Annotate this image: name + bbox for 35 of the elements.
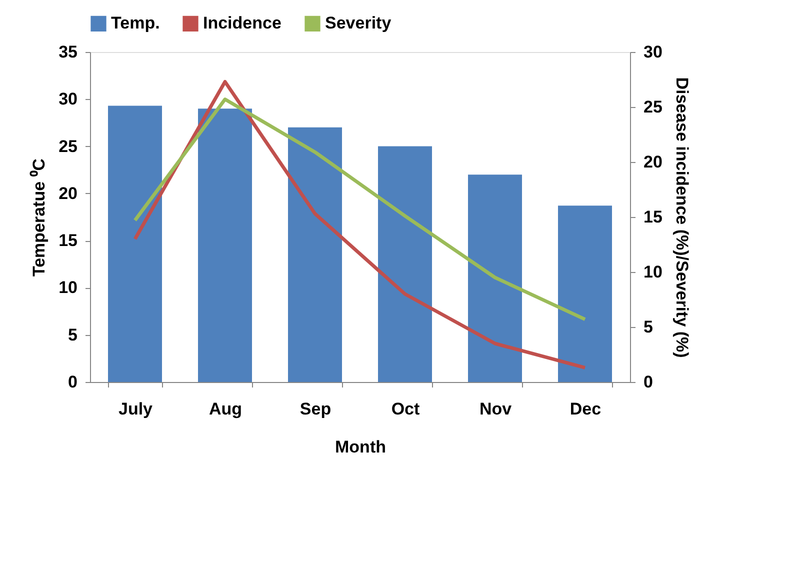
x-axis-title: Month xyxy=(335,438,386,456)
bar xyxy=(288,127,342,382)
bar xyxy=(378,146,432,382)
y-axis-title: Temperatue ⁰C xyxy=(30,158,49,277)
y-tick-label: 15 xyxy=(58,231,78,250)
y-tick-label: 20 xyxy=(58,184,78,203)
bar xyxy=(198,108,252,382)
y-tick-label: 10 xyxy=(58,278,78,298)
bar xyxy=(558,206,612,382)
x-tick-label: Sep xyxy=(300,400,332,418)
x-tick-label: July xyxy=(118,400,154,418)
y-tick-label: 35 xyxy=(58,42,78,62)
y-tick-label: 5 xyxy=(68,325,78,344)
bar xyxy=(468,174,522,382)
bar xyxy=(108,106,162,382)
y2-tick-label: 10 xyxy=(644,262,662,282)
legend-label: Incidence xyxy=(203,14,282,33)
y-tick-label: 30 xyxy=(58,90,78,109)
y2-tick-label: 15 xyxy=(644,208,662,226)
line-series xyxy=(133,80,587,370)
y-tick-label: 25 xyxy=(58,136,78,156)
y2-tick-label: 25 xyxy=(644,98,662,116)
y2-axis-title: Disease incidence (%)/Severity (%) xyxy=(672,77,692,358)
y2-tick-label: 30 xyxy=(644,42,662,62)
y2-tick-label: 0 xyxy=(644,372,653,392)
x-tick-label: Dec xyxy=(570,400,602,418)
x-tick-label: Aug xyxy=(208,400,242,418)
x-tick-label: Nov xyxy=(479,400,512,418)
legend-label: Severity xyxy=(325,14,392,33)
y2-tick-label: 20 xyxy=(644,152,662,172)
line-series xyxy=(133,98,587,322)
y-tick-label: 0 xyxy=(68,372,78,392)
x-tick-label: Oct xyxy=(391,400,420,418)
legend-label: Temp. xyxy=(111,14,160,33)
y2-tick-label: 5 xyxy=(644,318,653,336)
